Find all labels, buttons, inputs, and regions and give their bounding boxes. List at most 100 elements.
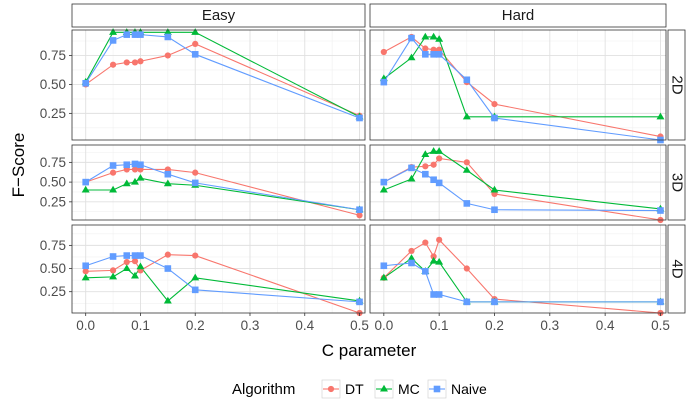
facet-strip-2d xyxy=(667,29,686,141)
data-point-naive xyxy=(435,179,443,187)
data-point-dt xyxy=(164,251,171,258)
x-tick-label: 0.1 xyxy=(131,318,150,333)
data-point-dt xyxy=(109,267,117,274)
y-tick-label: 0.25 xyxy=(40,194,66,209)
facet-label-hard: Hard xyxy=(502,7,535,24)
panel-border xyxy=(369,29,667,141)
panel-border xyxy=(369,144,667,221)
data-point-naive xyxy=(356,298,363,306)
facet-label-2d: 2D xyxy=(669,75,686,94)
data-point-mc xyxy=(429,32,438,40)
panel-hard-3d xyxy=(369,144,667,224)
x-tick-label: 0.4 xyxy=(596,318,615,333)
data-point-dt xyxy=(123,59,130,66)
data-point-naive xyxy=(408,34,415,42)
data-point-dt xyxy=(436,236,443,243)
legend-title: Algorithm xyxy=(232,381,295,398)
data-point-naive xyxy=(408,164,415,172)
data-point-naive xyxy=(463,298,471,306)
panel-easy-3d: 0.25 0.50 0.75 xyxy=(40,144,366,221)
facet-strip-4d xyxy=(667,224,686,314)
data-point-naive xyxy=(137,161,144,169)
data-point-naive xyxy=(131,252,139,259)
legend-label-dt: DT xyxy=(345,381,364,397)
data-point-dt xyxy=(408,247,415,255)
data-point-mc xyxy=(109,185,118,193)
data-point-mc xyxy=(109,28,118,35)
data-point-dt xyxy=(430,253,437,260)
data-point-dt xyxy=(463,265,470,272)
data-point-dt xyxy=(422,239,429,246)
data-point-naive xyxy=(123,161,131,169)
data-point-dt xyxy=(131,59,139,66)
data-point-dt xyxy=(463,159,470,166)
data-point-naive xyxy=(463,200,471,207)
data-point-mc xyxy=(435,147,444,154)
data-point-naive xyxy=(380,262,388,270)
data-point-mc xyxy=(407,174,416,182)
data-point-mc xyxy=(191,28,200,35)
data-point-naive xyxy=(491,206,498,214)
data-point-naive xyxy=(435,51,443,58)
data-point-naive xyxy=(356,114,363,122)
legend-label-mc: MC xyxy=(398,381,420,397)
data-point-naive xyxy=(491,298,498,306)
x-tick-label: 0.4 xyxy=(295,318,314,333)
data-point-naive xyxy=(164,265,172,272)
data-point-naive xyxy=(408,259,415,267)
data-point-dt xyxy=(356,212,363,219)
data-point-naive xyxy=(109,253,117,260)
legend-key-dt xyxy=(327,385,335,393)
panel-border xyxy=(369,224,667,314)
data-point-mc xyxy=(490,185,499,193)
panel-hard-2d xyxy=(369,29,667,144)
data-point-naive xyxy=(123,31,131,38)
data-point-naive xyxy=(82,79,89,87)
data-point-naive xyxy=(422,170,429,178)
data-point-mc xyxy=(421,150,430,157)
x-axis-title: C parameter xyxy=(322,341,417,360)
data-point-mc xyxy=(435,257,444,265)
data-point-naive xyxy=(82,178,89,186)
data-point-naive xyxy=(191,286,199,294)
data-point-dt xyxy=(491,101,498,108)
panel-easy-2d: 0.25 0.50 0.75 xyxy=(40,28,366,141)
data-point-naive xyxy=(164,33,172,41)
data-point-naive xyxy=(356,206,363,214)
data-point-naive xyxy=(131,160,139,168)
data-point-mc xyxy=(163,28,172,35)
data-point-mc xyxy=(379,185,388,193)
data-point-naive xyxy=(137,31,144,38)
panel-hard-4d: 0.0 0.1 0.2 0.3 0.4 0.5 xyxy=(369,224,670,333)
series-line-mc xyxy=(383,150,661,210)
data-point-dt xyxy=(109,169,117,176)
panel-background xyxy=(370,30,666,140)
facet-strip-easy xyxy=(71,3,366,28)
data-point-naive xyxy=(422,268,429,275)
data-point-mc xyxy=(407,254,416,261)
data-point-mc xyxy=(122,264,131,272)
x-tick-label: 0.2 xyxy=(186,318,205,333)
data-point-mc xyxy=(81,273,90,281)
data-point-naive xyxy=(422,51,429,58)
y-tick-label: 0.75 xyxy=(40,155,66,170)
panel-border xyxy=(71,224,366,314)
data-point-naive xyxy=(657,298,664,306)
data-point-dt xyxy=(422,45,429,52)
data-point-mc xyxy=(429,147,438,154)
data-point-naive xyxy=(435,291,443,298)
legend-label-naive: Naive xyxy=(451,381,487,397)
data-point-dt xyxy=(430,161,437,168)
data-point-dt xyxy=(109,61,117,68)
panel-easy-4d: 0.25 0.50 0.75 0.0 0.1 0.2 0.3 0.4 0.5 xyxy=(40,224,369,333)
data-point-naive xyxy=(491,114,498,122)
data-point-mc xyxy=(435,35,444,42)
panel-background xyxy=(370,225,666,313)
data-point-mc xyxy=(136,173,145,181)
data-point-naive xyxy=(191,179,199,187)
data-point-naive xyxy=(430,291,437,298)
legend-key-naive xyxy=(433,385,441,393)
data-point-mc xyxy=(379,273,388,281)
x-tick-label: 0.1 xyxy=(430,318,449,333)
facet-strip-3d xyxy=(667,144,686,221)
